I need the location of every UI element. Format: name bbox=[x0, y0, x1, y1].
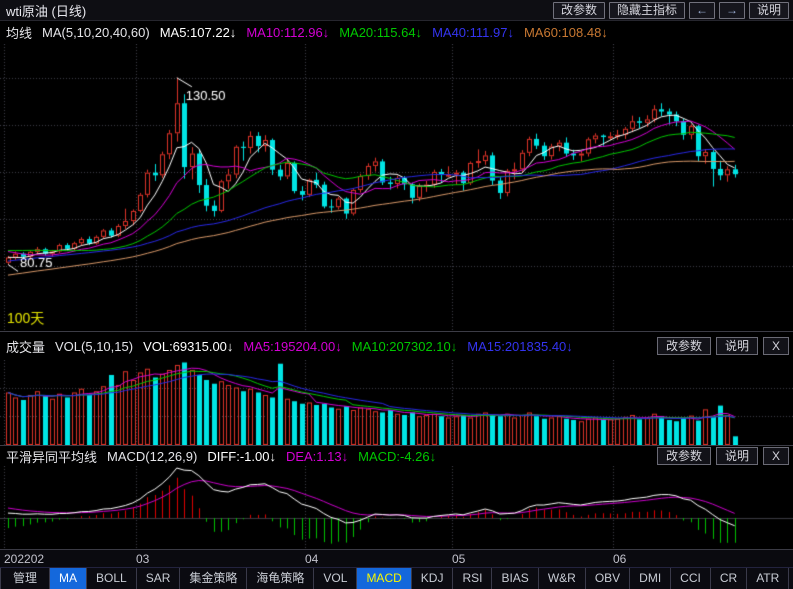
macd-pane-header: 平滑异同平均线 MACD(12,26,9) DIFF:-1.00↓ DEA:1.… bbox=[0, 445, 793, 466]
tab-dmi[interactable]: DMI bbox=[630, 568, 672, 589]
tab-w&r[interactable]: W&R bbox=[539, 568, 586, 589]
volume-pane-header: 成交量 VOL(5,10,15) VOL:69315.00↓ MA5:19520… bbox=[0, 331, 793, 360]
tab-macd[interactable]: MACD bbox=[357, 568, 412, 589]
tab-海龟策略[interactable]: 海龟策略 bbox=[247, 568, 315, 589]
volume-close-button[interactable]: X bbox=[762, 337, 789, 355]
vol-ma15-value: MA15:201835.40↓ bbox=[467, 338, 573, 354]
time-axis-label-202202: 202202 bbox=[4, 552, 45, 566]
tab-cci[interactable]: CCI bbox=[671, 568, 711, 589]
ma40-value: MA40:111.97↓ bbox=[432, 25, 514, 40]
volume-edit-params-button[interactable]: 改参数 bbox=[656, 337, 711, 355]
diff-value: DIFF:-1.00↓ bbox=[207, 448, 276, 464]
hide-main-indicator-button[interactable]: 隐藏主指标 bbox=[608, 1, 685, 19]
edit-params-button[interactable]: 改参数 bbox=[552, 1, 605, 19]
time-axis-label-05: 05 bbox=[452, 552, 466, 566]
ma60-value: MA60:108.48↓ bbox=[523, 25, 608, 40]
scroll-right-button[interactable]: → bbox=[718, 1, 745, 19]
tab-集金策略[interactable]: 集金策略 bbox=[180, 568, 248, 589]
vol-value: VOL:69315.00↓ bbox=[143, 338, 234, 354]
macd-formula: MACD(12,26,9) bbox=[107, 448, 198, 464]
vol-ma5-value: MA5:195204.00↓ bbox=[243, 338, 342, 354]
volume-help-button[interactable]: 说明 bbox=[715, 337, 758, 355]
tab-cr[interactable]: CR bbox=[711, 568, 748, 589]
time-axis-label-04: 04 bbox=[305, 552, 319, 566]
scroll-left-button[interactable]: ← bbox=[688, 1, 715, 19]
tab-kdj[interactable]: KDJ bbox=[412, 568, 454, 589]
tab-vol[interactable]: VOL bbox=[314, 568, 358, 589]
volume-indicator-name: 成交量 bbox=[6, 339, 46, 355]
main-price-chart[interactable] bbox=[0, 44, 793, 331]
tab-管理[interactable]: 管理 bbox=[0, 568, 51, 589]
macd-indicator-name: 平滑异同平均线 bbox=[6, 449, 98, 465]
tab-obv[interactable]: OBV bbox=[586, 568, 631, 589]
time-axis-label-06: 06 bbox=[613, 552, 627, 566]
tab-rsi[interactable]: RSI bbox=[453, 568, 493, 589]
tab-boll[interactable]: BOLL bbox=[87, 568, 137, 589]
tab-atr[interactable]: ATR bbox=[747, 568, 790, 589]
macd-help-button[interactable]: 说明 bbox=[715, 447, 758, 465]
ma20-value: MA20:115.64↓ bbox=[339, 25, 423, 40]
macd-edit-params-button[interactable]: 改参数 bbox=[656, 447, 711, 465]
tab-bias[interactable]: BIAS bbox=[492, 568, 539, 589]
ma10-value: MA10:112.96↓ bbox=[246, 25, 330, 40]
macd-chart[interactable] bbox=[0, 466, 793, 549]
ma-indicator-header: 均线 MA(5,10,20,40,60) MA5:107.22↓ MA10:11… bbox=[0, 21, 793, 44]
ma-indicator-name: 均线 bbox=[6, 26, 33, 41]
volume-chart[interactable] bbox=[0, 360, 793, 445]
time-axis: 202202 03 04 05 06 bbox=[0, 549, 793, 567]
macd-value: MACD:-4.26↓ bbox=[358, 448, 437, 464]
tab-ma[interactable]: MA bbox=[50, 568, 88, 589]
help-button[interactable]: 说明 bbox=[748, 1, 789, 19]
dea-value: DEA:1.13↓ bbox=[285, 448, 349, 464]
indicator-tabbar: 管理 MA BOLL SAR 集金策略 海龟策略 VOL MACD KDJ RSI BIAS W&R O… bbox=[0, 567, 793, 589]
macd-close-button[interactable]: X bbox=[762, 447, 789, 465]
ma-formula: MA(5,10,20,40,60) bbox=[42, 25, 150, 40]
volume-formula: VOL(5,10,15) bbox=[55, 338, 134, 354]
vol-ma10-value: MA10:207302.10↓ bbox=[351, 338, 458, 354]
tab-sar[interactable]: SAR bbox=[137, 568, 181, 589]
titlebar: wti原油 (日线) 改参数 隐藏主指标 ← → 说明 bbox=[0, 0, 793, 21]
instrument-title: wti原油 (日线) bbox=[6, 3, 87, 19]
time-axis-label-03: 03 bbox=[136, 552, 150, 566]
ma5-value: MA5:107.22↓ bbox=[159, 25, 237, 40]
